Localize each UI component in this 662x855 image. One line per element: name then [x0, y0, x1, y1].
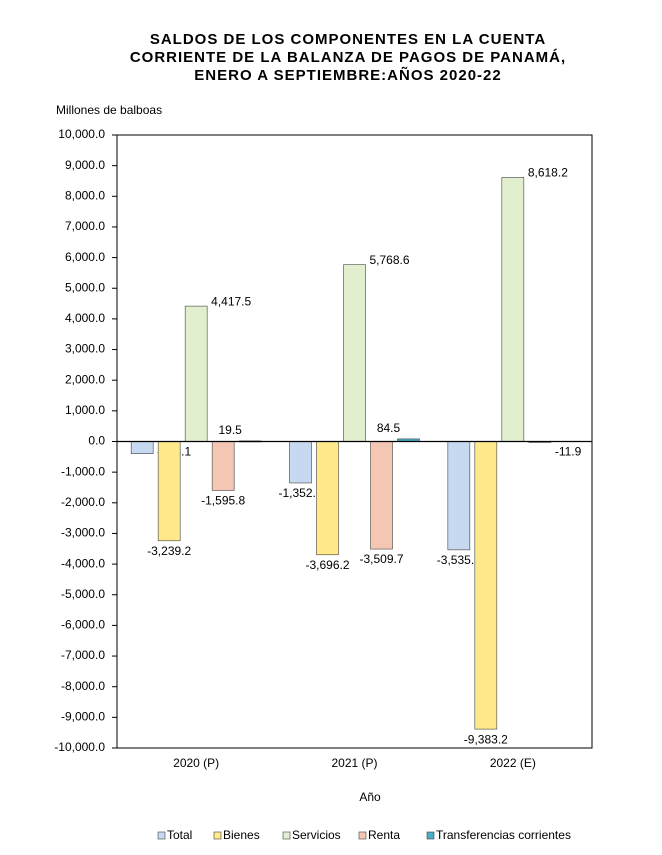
bar	[474, 441, 498, 730]
bar	[370, 441, 393, 550]
chart-title: SALDOS DE LOS COMPONENTES EN LA CUENTA	[150, 31, 546, 48]
legend-swatch	[157, 831, 166, 840]
y-tick-label: 5,000.0	[65, 280, 105, 294]
data-label: -3,509.7	[359, 552, 403, 566]
legend-swatch	[358, 831, 367, 840]
data-label: 4,417.5	[211, 294, 251, 308]
data-label: -9,383.2	[464, 732, 508, 746]
data-label: -1,352.7	[278, 486, 322, 500]
x-tick-label: 2022 (E)	[490, 756, 536, 770]
y-tick-label: -2,000.0	[61, 495, 105, 509]
y-tick-label: 0.0	[88, 434, 105, 448]
data-label: 5,768.6	[370, 253, 410, 267]
y-tick-label: 7,000.0	[65, 219, 105, 233]
legend-label: Renta	[368, 828, 400, 842]
y-tick-label: 6,000.0	[65, 250, 105, 264]
legend-label: Total	[167, 828, 192, 842]
data-label: 84.5	[377, 421, 401, 435]
legend-swatch	[282, 831, 291, 840]
bar	[184, 305, 208, 442]
x-tick-label: 2020 (P)	[173, 756, 219, 770]
y-tick-label: -6,000.0	[61, 618, 105, 632]
y-tick-label: 3,000.0	[65, 342, 105, 356]
y-tick-label: -1,000.0	[61, 464, 105, 478]
data-label: -3,696.2	[305, 558, 349, 572]
data-label: -3,239.2	[147, 544, 191, 558]
bar	[316, 441, 339, 556]
bar	[289, 441, 312, 484]
y-tick-label: -8,000.0	[61, 679, 105, 693]
y-tick-label: -3,000.0	[61, 526, 105, 540]
bar	[211, 441, 235, 491]
data-label: -3,535.1	[437, 553, 481, 567]
x-axis-title: Año	[359, 790, 381, 804]
y-tick-label: -10,000.0	[54, 740, 105, 754]
data-label: -11.9	[555, 445, 582, 459]
bar	[157, 441, 181, 542]
chart-title: ENERO A SEPTIEMBRE:AÑOS 2020-22	[194, 66, 501, 84]
bar	[501, 177, 525, 442]
y-tick-label: 2,000.0	[65, 372, 105, 386]
bar	[130, 441, 154, 455]
legend-label: Bienes	[223, 828, 260, 842]
y-tick-label: -5,000.0	[61, 587, 105, 601]
y-axis-title: Millones de balboas	[56, 103, 162, 117]
data-label: 19.5	[218, 423, 242, 437]
bar	[343, 264, 366, 442]
y-tick-label: -9,000.0	[61, 710, 105, 724]
chart-title: CORRIENTE DE LA BALANZA DE PAGOS DE PANA…	[130, 49, 566, 66]
data-label: -1,595.8	[201, 494, 245, 508]
y-tick-label: 8,000.0	[65, 188, 105, 202]
legend-label: Transferencias corrientes	[436, 828, 571, 842]
y-tick-label: -4,000.0	[61, 556, 105, 570]
x-tick-label: 2021 (P)	[331, 756, 377, 770]
y-tick-label: 1,000.0	[65, 403, 105, 417]
y-tick-label: 10,000.0	[58, 127, 105, 141]
y-tick-label: 9,000.0	[65, 158, 105, 172]
legend-label: Servicios	[292, 828, 341, 842]
bar	[447, 441, 471, 551]
legend-swatch	[213, 831, 222, 840]
legend-swatch	[426, 831, 435, 840]
data-label: 8,618.2	[528, 166, 568, 180]
y-tick-label: -7,000.0	[61, 648, 105, 662]
y-tick-label: 4,000.0	[65, 311, 105, 325]
